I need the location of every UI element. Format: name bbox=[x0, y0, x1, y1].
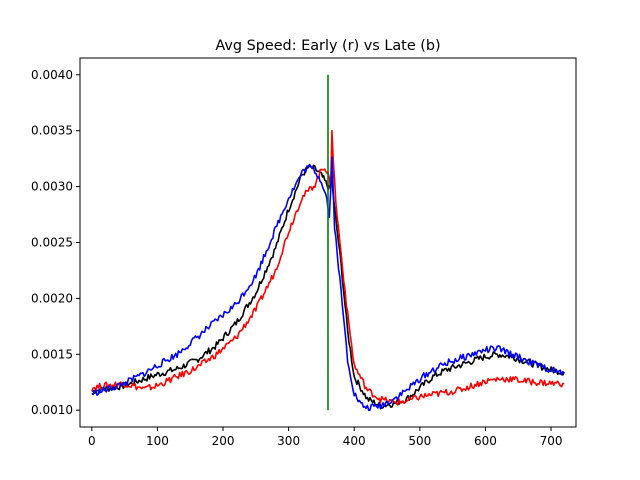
x-tick-label: 200 bbox=[212, 434, 235, 448]
x-tick-label: 300 bbox=[277, 434, 300, 448]
y-tick-label: 0.0025 bbox=[31, 236, 73, 250]
y-tick-label: 0.0015 bbox=[31, 347, 73, 361]
chart-title: Avg Speed: Early (r) vs Late (b) bbox=[215, 38, 440, 54]
x-tick-label: 100 bbox=[146, 434, 169, 448]
y-tick-label: 0.0035 bbox=[31, 124, 73, 138]
x-tick-label: 400 bbox=[343, 434, 366, 448]
y-tick-label: 0.0010 bbox=[31, 403, 73, 417]
x-tick-label: 700 bbox=[540, 434, 563, 448]
x-tick-label: 500 bbox=[408, 434, 431, 448]
y-tick-label: 0.0040 bbox=[31, 68, 73, 82]
series-layer bbox=[91, 74, 565, 412]
x-tick-label: 0 bbox=[88, 434, 96, 448]
y-tick-label: 0.0020 bbox=[31, 291, 73, 305]
x-tick-label: 600 bbox=[474, 434, 497, 448]
y-tick-label: 0.0030 bbox=[31, 180, 73, 194]
axes-layer: 0 100 200 300 400 500 600 700 0.0010 0.0015 0.0020… bbox=[31, 57, 577, 448]
